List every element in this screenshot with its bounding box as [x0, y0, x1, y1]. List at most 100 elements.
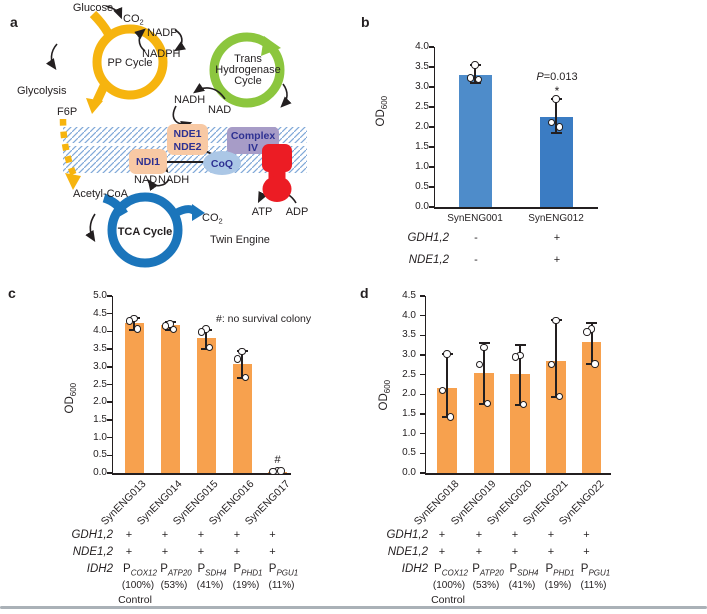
data-point	[277, 467, 285, 475]
y-tick-label: 3.0	[402, 349, 416, 360]
promoter-row-label: IDH2	[86, 563, 113, 575]
data-point	[555, 392, 563, 401]
y-tick-label: 2.5	[415, 101, 429, 112]
promoter-label: PCOX12	[434, 563, 468, 578]
y-tick-label: 4.5	[402, 290, 416, 301]
promoter-label: PPGU1	[580, 563, 611, 578]
condition-value: +	[161, 529, 169, 541]
atp-label: ATP	[252, 206, 273, 218]
y-tick-label: 3.0	[415, 81, 429, 92]
condition-value: +	[553, 232, 561, 244]
control-label: Control	[431, 594, 465, 606]
promoter-strength: (100%)	[432, 580, 466, 591]
condition-row-label: GDH1,2	[386, 529, 428, 541]
twin-engine-label: Twin Engine	[210, 234, 270, 246]
f6p-label: F6P	[57, 106, 77, 118]
nadh-to-nad-arrow	[172, 105, 193, 131]
y-tick	[106, 454, 112, 457]
nad-to-nadh-arrow	[193, 83, 226, 100]
error-bar-cap	[550, 131, 562, 134]
y-axis-label: OD600	[374, 95, 390, 127]
y-tick-label: 4.0	[93, 325, 107, 337]
twin-engine-diagram: Glucose CO2 PP Cycle NADP NADPH Trans Hy…	[17, 2, 308, 268]
condition-value: +	[583, 529, 590, 541]
promoter-label: PPHD1	[233, 563, 263, 578]
promoter-strength: (19%)	[232, 580, 260, 591]
y-tick-label: 2.0	[415, 121, 429, 132]
y-tick-label: 1.0	[415, 161, 429, 172]
condition-value: +	[511, 529, 519, 541]
pp-cycle-ring	[92, 24, 168, 100]
condition-value: +	[125, 546, 133, 558]
y-tick-label: 1.0	[402, 427, 416, 439]
promoter-label: PATP20	[472, 563, 504, 578]
y-tick	[428, 166, 434, 168]
y-tick	[106, 472, 112, 474]
data-point	[161, 322, 169, 330]
data-point	[555, 123, 563, 131]
glycolysis-arrowhead	[86, 98, 103, 114]
acetylcoa-inlet-arrow	[102, 193, 128, 217]
data-point	[466, 74, 474, 82]
glycolysis-label: Glycolysis	[17, 85, 67, 97]
y-tick	[428, 66, 434, 68]
glucose-to-co2-arrow	[105, 5, 123, 20]
y-tick	[106, 295, 112, 297]
data-point	[591, 360, 599, 368]
y-axis	[111, 296, 113, 473]
error-bar	[133, 317, 135, 330]
data-point	[197, 328, 205, 336]
data-point	[169, 325, 177, 334]
nadph-label: NADPH	[142, 48, 181, 60]
trans-hydrogenase-arrowhead	[261, 36, 281, 56]
f6p-to-acetylcoa-dashed-arrow	[59, 118, 78, 178]
data-point	[446, 413, 454, 421]
y-tick	[428, 46, 434, 48]
data-point	[241, 373, 249, 382]
data-point	[438, 386, 446, 395]
y-tick	[106, 419, 112, 421]
complex-iv-label-line2: IV	[248, 142, 258, 154]
y-tick	[428, 126, 434, 128]
no-survival-note: #: no survival colony	[216, 313, 312, 325]
promoter-strength: (53%)	[160, 580, 188, 591]
condition-value: +	[583, 546, 590, 558]
condition-value: +	[475, 546, 483, 558]
promoter-strength: (41%)	[508, 580, 536, 591]
error-bar-cap	[469, 82, 481, 84]
y-tick	[106, 401, 112, 403]
panel-a-label: a	[10, 14, 18, 30]
trans-cycle-direction-arrow	[280, 83, 292, 108]
x-axis	[433, 207, 598, 209]
acetyl-coa-label: Acetyl-CoA	[73, 188, 129, 200]
nde-box	[167, 124, 208, 155]
nde1-label: NDE1	[173, 128, 201, 140]
panel-c-label: c	[8, 285, 16, 301]
nadh-lower-label: NADH	[158, 174, 189, 186]
y-tick	[106, 330, 112, 333]
condition-value: +	[269, 529, 276, 541]
promoter-strength: (100%)	[121, 580, 155, 591]
promoter-strength: (53%)	[472, 580, 500, 591]
data-point	[480, 343, 488, 352]
trans-cycle-label-line2: Hydrogenase	[215, 64, 280, 76]
data-point	[483, 399, 491, 408]
y-tick	[419, 334, 425, 337]
y-tick	[428, 86, 434, 88]
condition-value: +	[197, 546, 205, 558]
condition-value: +	[475, 529, 483, 541]
bar-SynENG021	[546, 360, 566, 473]
y-tick	[419, 354, 425, 356]
data-point	[133, 325, 141, 333]
nadp-to-nadph-arrow	[173, 29, 187, 52]
atp-synthase-head	[262, 144, 292, 172]
tca-cycle-label: TCA Cycle	[118, 226, 173, 238]
data-point	[547, 360, 555, 369]
panel-d-chart: 4.5 4.0 3.5 3.0 2.5 2.0 1.5 1.0 0.5 0.0 OD600 SynEN…	[350, 285, 707, 614]
significance-label: P=0.013	[536, 71, 578, 83]
promoter-label: PPGU1	[268, 563, 299, 578]
co2-outlet-arrowhead	[192, 204, 205, 221]
y-tick	[106, 348, 112, 350]
y-tick-label: 0.0	[415, 201, 429, 212]
bar-SynENG001	[458, 74, 492, 207]
